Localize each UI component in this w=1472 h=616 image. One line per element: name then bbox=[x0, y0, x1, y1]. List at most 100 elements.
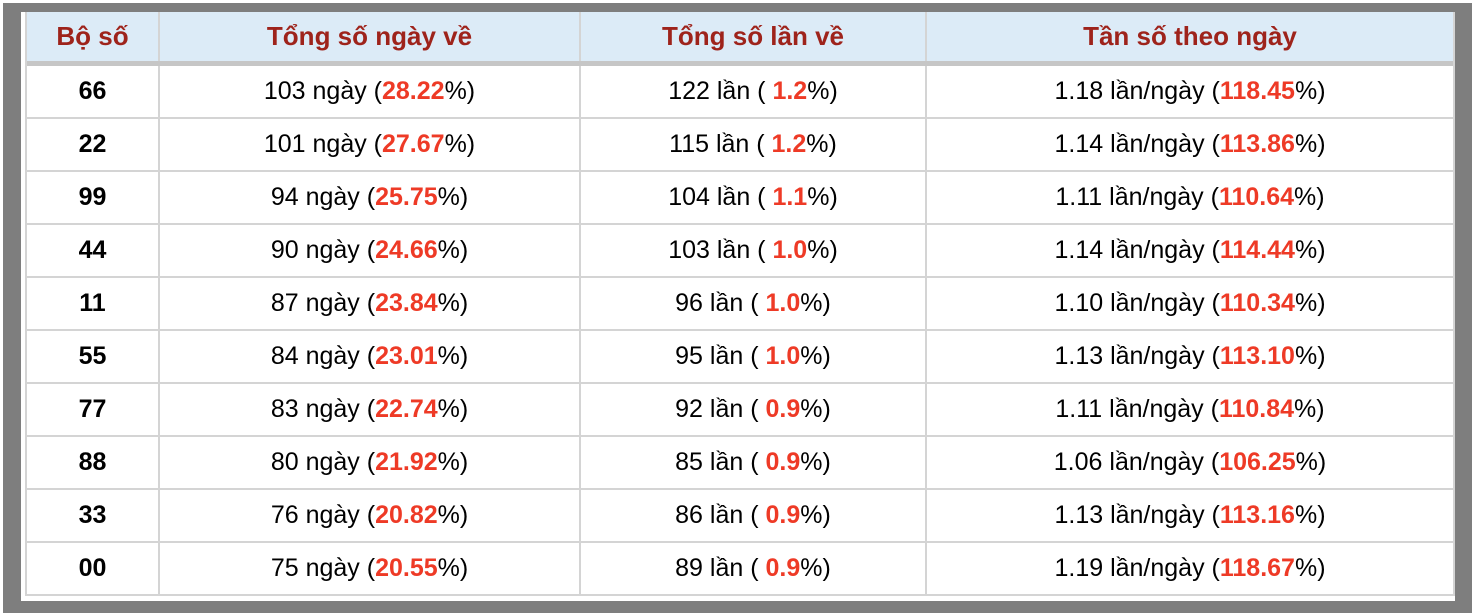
pair-value: 22 bbox=[78, 130, 107, 158]
pair-value: 99 bbox=[78, 183, 107, 211]
days-percent: 24.66 bbox=[375, 236, 438, 264]
pair-cell: 00 bbox=[27, 543, 160, 594]
freq-text: 1.10 lần/ngày ( bbox=[1054, 289, 1220, 317]
times-suffix: %) bbox=[800, 554, 831, 582]
times-cell: 86 lần ( 0.9%) bbox=[581, 490, 927, 541]
times-suffix: %) bbox=[807, 236, 838, 264]
pair-value: 77 bbox=[78, 395, 107, 423]
days-text: 83 ngày ( bbox=[270, 395, 376, 423]
times-cell: 95 lần ( 1.0%) bbox=[581, 331, 927, 382]
times-suffix: %) bbox=[800, 289, 831, 317]
days-text: 75 ngày ( bbox=[270, 554, 376, 582]
times-suffix: %) bbox=[800, 395, 831, 423]
days-percent: 20.55 bbox=[375, 554, 438, 582]
freq-cell: 1.10 lần/ngày (110.34%) bbox=[927, 278, 1453, 329]
days-cell: 80 ngày (21.92%) bbox=[160, 437, 581, 488]
freq-percent: 114.44 bbox=[1219, 236, 1295, 264]
days-text: 94 ngày ( bbox=[270, 183, 376, 211]
times-text: 96 lần ( bbox=[675, 289, 766, 317]
pair-value: 00 bbox=[78, 554, 107, 582]
header-pair: Bộ số bbox=[27, 12, 160, 61]
freq-suffix: %) bbox=[1294, 183, 1325, 211]
pair-cell: 22 bbox=[27, 119, 160, 170]
times-percent: 1.0 bbox=[765, 289, 801, 317]
statistics-table-container: Bộ số Tổng số ngày về Tổng số lần về Tần… bbox=[21, 12, 1455, 601]
freq-suffix: %) bbox=[1294, 236, 1326, 264]
times-text: 103 lần ( bbox=[668, 236, 773, 264]
days-text: 80 ngày ( bbox=[270, 448, 376, 476]
days-suffix: %) bbox=[437, 342, 469, 370]
table-row: 77 83 ngày (22.74%) 92 lần ( 0.9%) 1.11 lần… bbox=[27, 384, 1453, 437]
days-suffix: %) bbox=[444, 130, 476, 158]
pair-cell: 88 bbox=[27, 437, 160, 488]
table-row: 55 84 ngày (23.01%) 95 lần ( 1.0%) 1.13 lần… bbox=[27, 331, 1453, 384]
pair-cell: 55 bbox=[27, 331, 160, 382]
days-percent: 28.22 bbox=[382, 77, 445, 105]
days-percent: 20.82 bbox=[375, 501, 438, 529]
days-percent: 22.74 bbox=[375, 395, 438, 423]
freq-suffix: %) bbox=[1294, 342, 1326, 370]
freq-cell: 1.19 lần/ngày (118.67%) bbox=[927, 543, 1453, 594]
freq-suffix: %) bbox=[1294, 77, 1326, 105]
freq-cell: 1.13 lần/ngày (113.16%) bbox=[927, 490, 1453, 541]
days-cell: 90 ngày (24.66%) bbox=[160, 225, 581, 276]
days-percent: 21.92 bbox=[375, 448, 438, 476]
days-suffix: %) bbox=[437, 289, 469, 317]
table-body: 66 103 ngày (28.22%) 122 lần ( 1.2%) 1.18 l… bbox=[27, 66, 1453, 596]
freq-percent: 110.64 bbox=[1218, 183, 1295, 211]
table-row: 33 76 ngày (20.82%) 86 lần ( 0.9%) 1.13 lần… bbox=[27, 490, 1453, 543]
freq-suffix: %) bbox=[1294, 395, 1325, 423]
days-suffix: %) bbox=[437, 183, 469, 211]
times-percent: 1.0 bbox=[772, 236, 808, 264]
statistics-table-frame: Bộ số Tổng số ngày về Tổng số lần về Tần… bbox=[3, 3, 1472, 613]
table-row: 44 90 ngày (24.66%) 103 lần ( 1.0%) 1.14 lầ… bbox=[27, 225, 1453, 278]
days-cell: 84 ngày (23.01%) bbox=[160, 331, 581, 382]
times-cell: 92 lần ( 0.9%) bbox=[581, 384, 927, 435]
freq-suffix: %) bbox=[1294, 289, 1326, 317]
freq-text: 1.18 lần/ngày ( bbox=[1054, 77, 1220, 105]
header-total-times: Tổng số lần về bbox=[581, 12, 927, 61]
table-row: 88 80 ngày (21.92%) 85 lần ( 0.9%) 1.06 lần… bbox=[27, 437, 1453, 490]
days-text: 76 ngày ( bbox=[270, 501, 376, 529]
freq-cell: 1.14 lần/ngày (113.86%) bbox=[927, 119, 1453, 170]
days-cell: 75 ngày (20.55%) bbox=[160, 543, 581, 594]
table-row: 00 75 ngày (20.55%) 89 lần ( 0.9%) 1.19 lần… bbox=[27, 543, 1453, 596]
times-suffix: %) bbox=[806, 130, 837, 158]
freq-cell: 1.18 lần/ngày (118.45%) bbox=[927, 66, 1453, 117]
days-percent: 23.84 bbox=[375, 289, 438, 317]
freq-percent: 113.10 bbox=[1219, 342, 1295, 370]
times-cell: 85 lần ( 0.9%) bbox=[581, 437, 927, 488]
freq-cell: 1.13 lần/ngày (113.10%) bbox=[927, 331, 1453, 382]
days-suffix: %) bbox=[437, 448, 469, 476]
days-cell: 94 ngày (25.75%) bbox=[160, 172, 581, 223]
times-text: 85 lần ( bbox=[675, 448, 766, 476]
days-suffix: %) bbox=[437, 554, 469, 582]
header-frequency-per-day: Tần số theo ngày bbox=[927, 12, 1453, 61]
days-text: 90 ngày ( bbox=[270, 236, 376, 264]
freq-text: 1.14 lần/ngày ( bbox=[1054, 236, 1220, 264]
times-cell: 96 lần ( 1.0%) bbox=[581, 278, 927, 329]
lottery-pair-statistics-table: Bộ số Tổng số ngày về Tổng số lần về Tần… bbox=[25, 12, 1455, 596]
times-percent: 1.2 bbox=[772, 77, 808, 105]
freq-percent: 113.86 bbox=[1219, 130, 1295, 158]
freq-suffix: %) bbox=[1295, 448, 1327, 476]
pair-cell: 11 bbox=[27, 278, 160, 329]
freq-cell: 1.11 lần/ngày (110.64%) bbox=[927, 172, 1453, 223]
freq-text: 1.11 lần/ngày ( bbox=[1055, 395, 1219, 423]
pair-value: 88 bbox=[78, 448, 107, 476]
times-text: 86 lần ( bbox=[675, 501, 766, 529]
times-text: 89 lần ( bbox=[675, 554, 766, 582]
freq-text: 1.06 lần/ngày ( bbox=[1053, 448, 1220, 476]
days-suffix: %) bbox=[437, 501, 469, 529]
freq-text: 1.13 lần/ngày ( bbox=[1054, 342, 1220, 370]
freq-text: 1.14 lần/ngày ( bbox=[1054, 130, 1220, 158]
times-percent: 1.0 bbox=[765, 342, 801, 370]
days-text: 87 ngày ( bbox=[270, 289, 376, 317]
times-percent: 0.9 bbox=[765, 448, 801, 476]
table-row: 99 94 ngày (25.75%) 104 lần ( 1.1%) 1.11 lầ… bbox=[27, 172, 1453, 225]
times-cell: 122 lần ( 1.2%) bbox=[581, 66, 927, 117]
times-cell: 104 lần ( 1.1%) bbox=[581, 172, 927, 223]
times-percent: 1.2 bbox=[771, 130, 807, 158]
days-text: 103 ngày ( bbox=[263, 77, 382, 105]
times-cell: 89 lần ( 0.9%) bbox=[581, 543, 927, 594]
